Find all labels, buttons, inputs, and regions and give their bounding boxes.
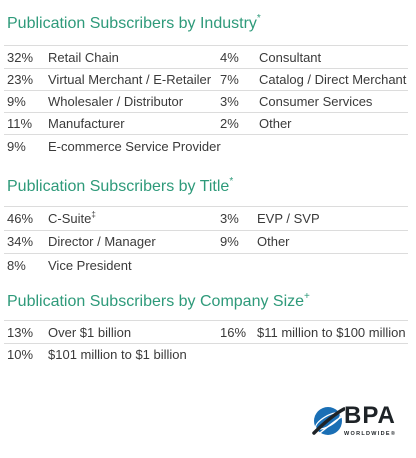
company-size-heading-mark: + <box>304 290 310 302</box>
row-divider <box>4 253 408 254</box>
title-label: C-Suite‡ <box>48 209 96 227</box>
title-label: Director / Manager <box>48 234 156 249</box>
industry-heading-mark: * <box>256 12 261 24</box>
title-label: Vice President <box>48 258 132 273</box>
industry-label: Consumer Services <box>259 94 373 109</box>
industry-label: E-commerce Service Provider <box>48 139 221 154</box>
title-heading-text: Publication Subscribers by Title <box>7 178 230 195</box>
company-size-label: Over $1 billion <box>48 325 132 340</box>
industry-label: Wholesaler / Distributor <box>48 94 184 109</box>
row-divider <box>4 112 408 113</box>
row-divider <box>4 343 408 344</box>
company-size-pct: 13% <box>7 325 34 340</box>
title-pct: 8% <box>7 258 26 273</box>
industry-pct: 32% <box>7 50 34 65</box>
industry-heading: Publication Subscribers by Industry* <box>7 12 261 34</box>
company-size-pct: 10% <box>7 347 34 362</box>
company-size-heading: Publication Subscribers by Company Size+ <box>7 290 310 312</box>
title-pct: 34% <box>7 234 34 249</box>
title-label: EVP / SVP <box>257 211 320 226</box>
industry-pct: 2% <box>220 116 239 131</box>
industry-label: Other <box>259 116 292 131</box>
logo-subtext: WORLDWIDE® <box>344 431 397 437</box>
industry-label: Consultant <box>259 50 322 65</box>
title-heading-mark: * <box>229 175 234 187</box>
industry-pct: 4% <box>220 50 239 65</box>
logo-text: BPA <box>344 402 396 429</box>
title-pct: 9% <box>220 234 239 249</box>
industry-pct: 7% <box>220 72 239 87</box>
industry-label: Catalog / Direct Merchant <box>259 72 407 87</box>
title-label-mark: ‡ <box>91 209 96 219</box>
industry-label: Manufacturer <box>48 116 125 131</box>
title-pct: 46% <box>7 211 34 226</box>
row-divider <box>4 230 408 231</box>
row-divider <box>4 206 408 207</box>
industry-heading-text: Publication Subscribers by Industry <box>7 15 257 32</box>
row-divider <box>4 45 408 46</box>
bpa-worldwide-logo: BPA WORLDWIDE® <box>311 401 411 445</box>
row-divider <box>4 68 408 69</box>
title-label-text: C-Suite <box>48 211 92 226</box>
industry-pct: 23% <box>7 72 34 87</box>
company-size-pct: 16% <box>220 325 247 340</box>
row-divider <box>4 320 408 321</box>
globe-swoosh-icon <box>312 407 345 437</box>
row-divider <box>4 134 408 135</box>
company-size-label: $101 million to $1 billion <box>48 347 187 362</box>
industry-pct: 9% <box>7 94 26 109</box>
industry-pct: 3% <box>220 94 239 109</box>
industry-pct: 9% <box>7 139 26 154</box>
row-divider <box>4 90 408 91</box>
industry-label: Retail Chain <box>48 50 119 65</box>
company-size-heading-text: Publication Subscribers by Company Size <box>7 293 305 310</box>
title-pct: 3% <box>220 211 239 226</box>
company-size-label: $11 million to $100 million <box>257 325 406 340</box>
industry-label: Virtual Merchant / E-Retailer <box>48 72 212 87</box>
industry-pct: 11% <box>7 116 33 131</box>
title-label: Other <box>257 234 290 249</box>
title-heading: Publication Subscribers by Title* <box>7 175 234 197</box>
